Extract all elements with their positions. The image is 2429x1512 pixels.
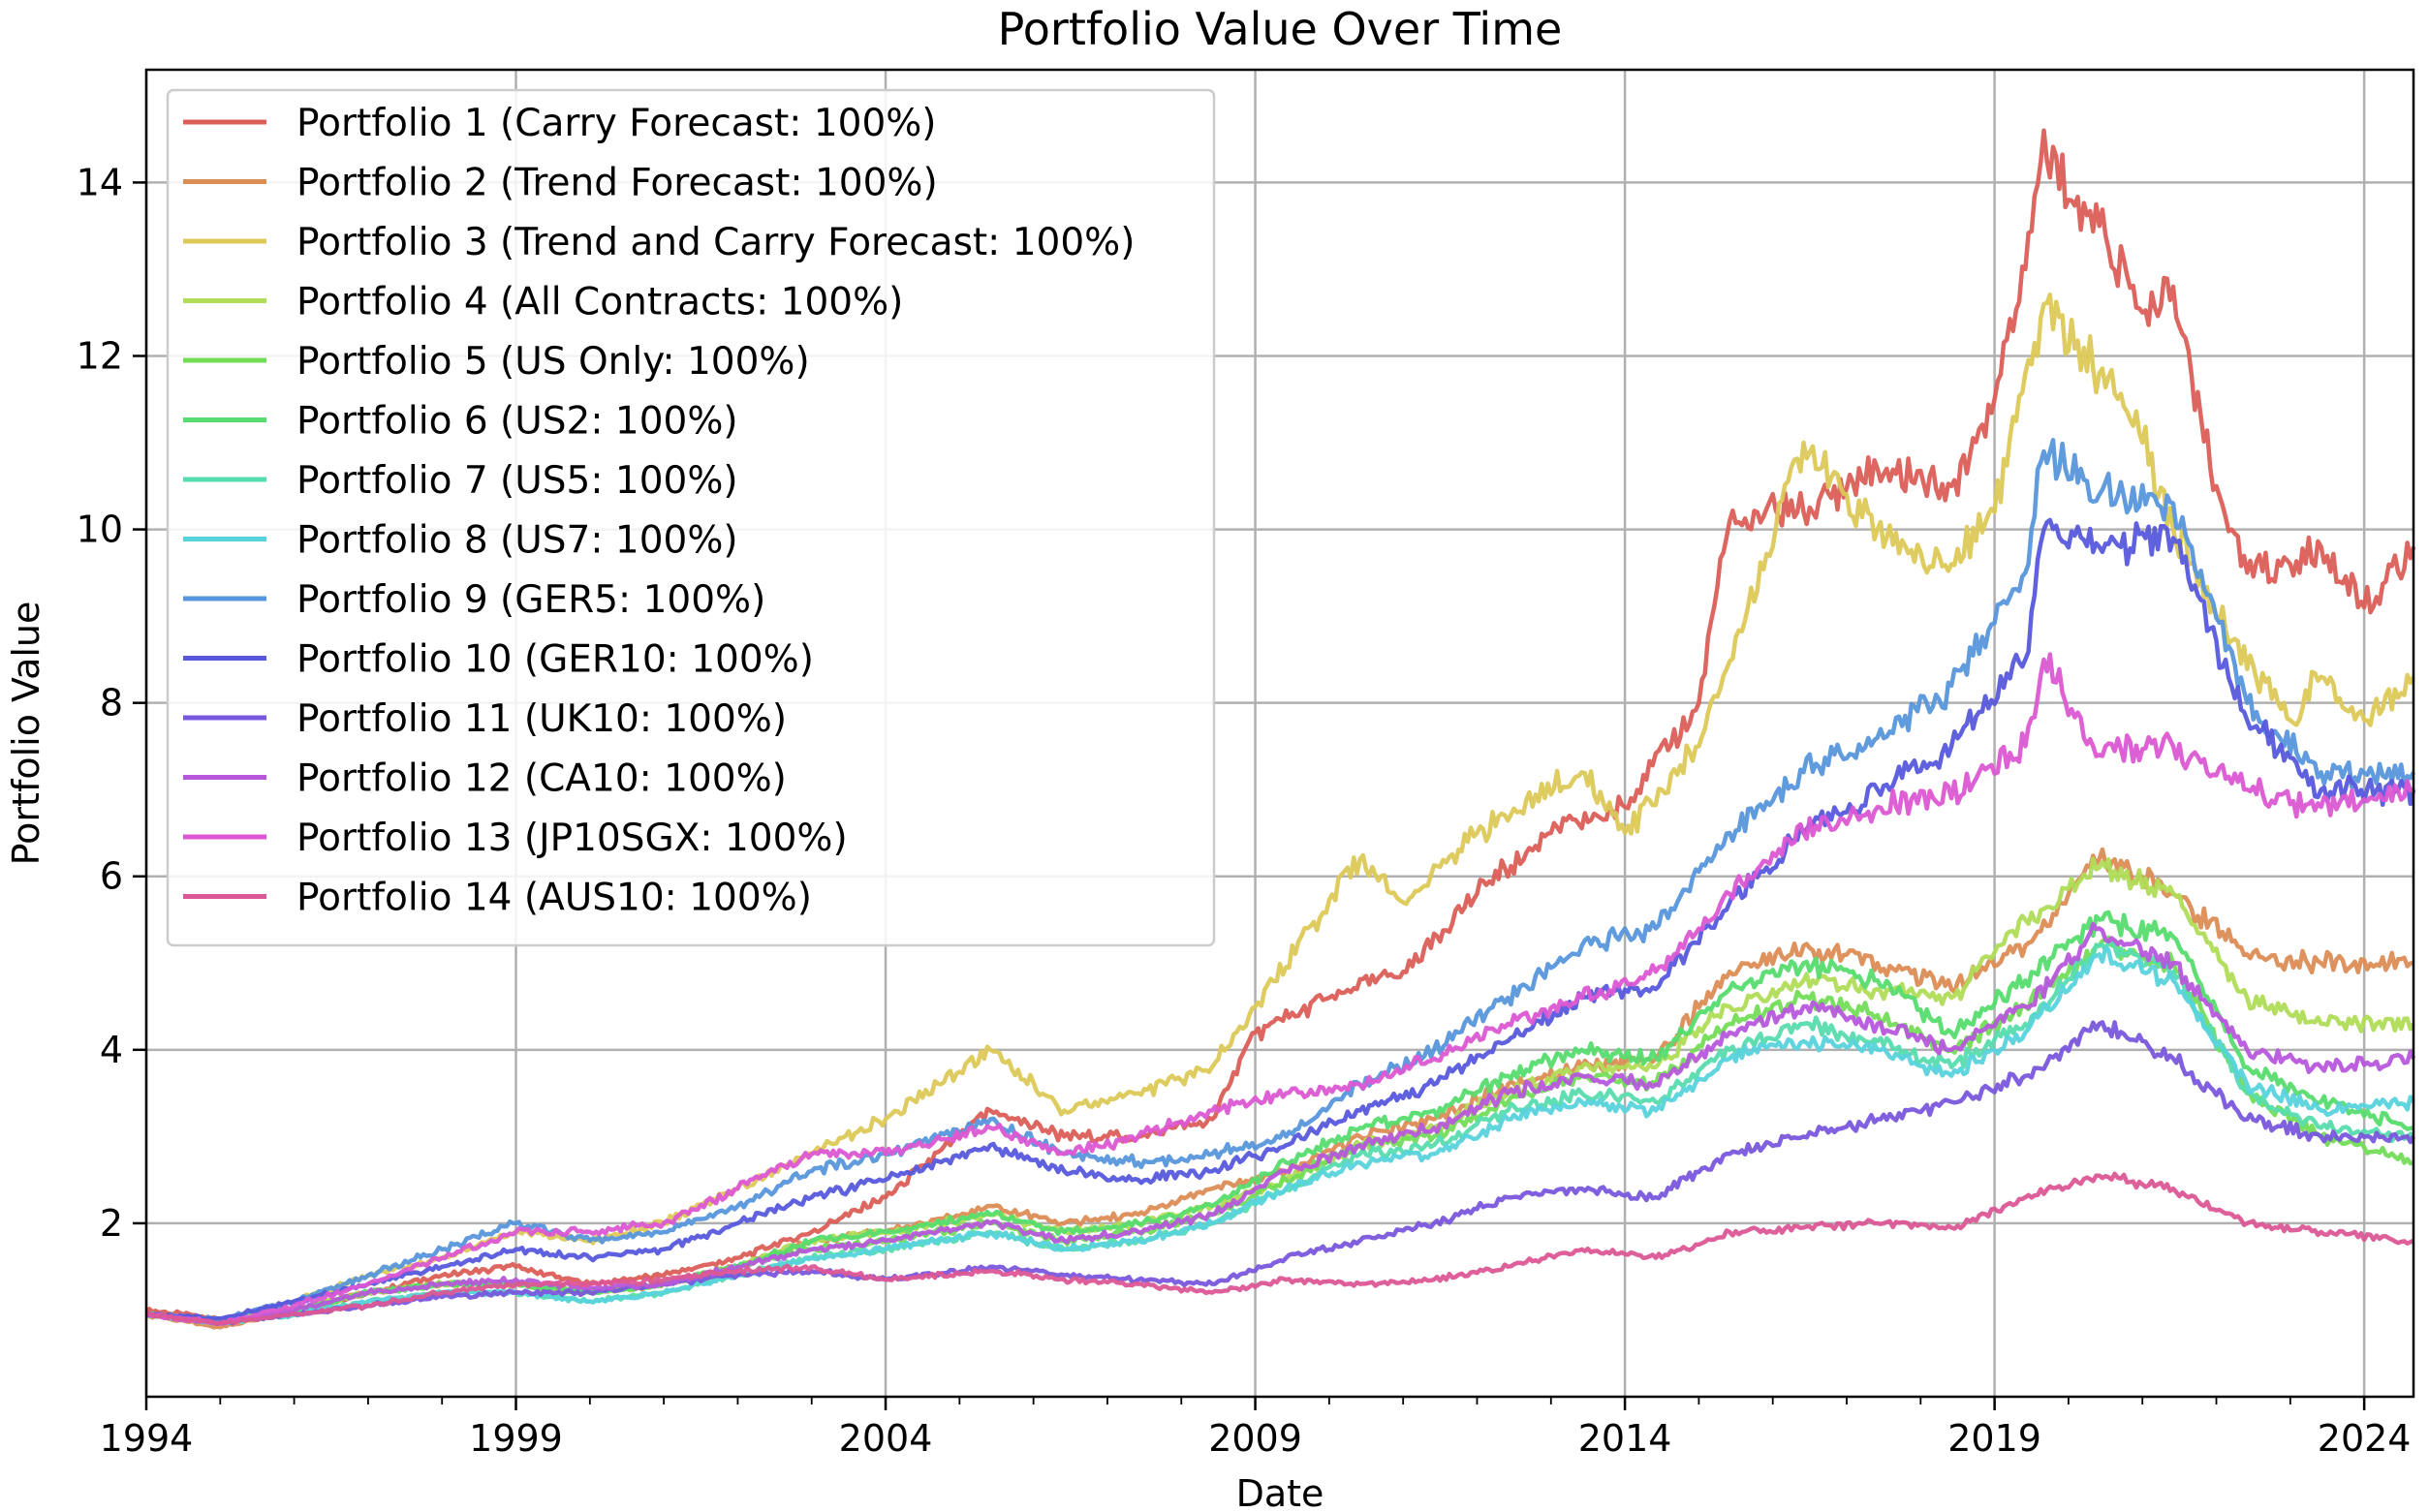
x-tick-label: 1994 <box>100 1417 194 1460</box>
legend-entry: Portfolio 13 (JP10SGX: 100%) <box>296 817 848 860</box>
legend-entry: Portfolio 1 (Carry Forecast: 100%) <box>296 102 937 145</box>
y-tick-label: 2 <box>100 1202 123 1245</box>
x-tick-label: 2019 <box>1947 1417 2041 1460</box>
legend-entry: Portfolio 5 (US Only: 100%) <box>296 340 810 384</box>
legend-entry: Portfolio 12 (CA10: 100%) <box>296 757 787 801</box>
x-tick-label: 2014 <box>1578 1417 1672 1460</box>
y-tick-label: 12 <box>77 334 123 377</box>
legend: Portfolio 1 (Carry Forecast: 100%) Portfo… <box>166 88 1216 947</box>
y-tick-label: 8 <box>100 682 123 725</box>
y-axis-label: Portfolio Value <box>5 602 47 866</box>
chart-title: Portfolio Value Over Time <box>998 3 1563 55</box>
y-tick-label: 6 <box>100 855 123 898</box>
x-axis-label: Date <box>1236 1472 1324 1512</box>
legend-entry: Portfolio 11 (UK10: 100%) <box>296 697 787 741</box>
legend-entry: Portfolio 4 (All Contracts: 100%) <box>296 281 903 324</box>
legend-entry: Portfolio 3 (Trend and Carry Forecast: 1… <box>296 221 1135 264</box>
y-axis: 2 4 6 8 10 12 14 <box>77 161 146 1245</box>
legend-entry: Portfolio 14 (AUS10: 100%) <box>296 877 812 920</box>
legend-box <box>166 88 1216 947</box>
series-line-10 <box>145 517 2416 1322</box>
x-tick-label: 2024 <box>2318 1417 2412 1460</box>
legend-entry: Portfolio 8 (US7: 100%) <box>296 519 738 563</box>
legend-entry: Portfolio 10 (GER10: 100%) <box>296 638 814 682</box>
legend-entry: Portfolio 7 (US5: 100%) <box>296 459 738 503</box>
x-tick-label: 1999 <box>469 1417 563 1460</box>
plot-frame <box>144 68 2415 1399</box>
series-line-13 <box>145 652 2414 1327</box>
series-line-14 <box>145 1171 2414 1326</box>
y-tick-label: 14 <box>77 161 123 203</box>
series-line-11 <box>145 1020 2415 1327</box>
legend-entry: Portfolio 6 (US2: 100%) <box>296 400 738 444</box>
series-layer <box>144 128 2416 1330</box>
series-line-1 <box>145 128 2416 1321</box>
x-tick-label: 2009 <box>1208 1417 1302 1460</box>
y-tick-label: 10 <box>77 509 123 551</box>
x-tick-label: 2004 <box>839 1417 933 1460</box>
x-axis: 1994 1999 2004 2009 2014 2019 2024 <box>100 1397 2412 1460</box>
legend-entry: Portfolio 2 (Trend Forecast: 100%) <box>296 162 938 205</box>
y-tick-label: 4 <box>100 1029 123 1071</box>
legend-entry: Portfolio 9 (GER5: 100%) <box>296 578 765 622</box>
